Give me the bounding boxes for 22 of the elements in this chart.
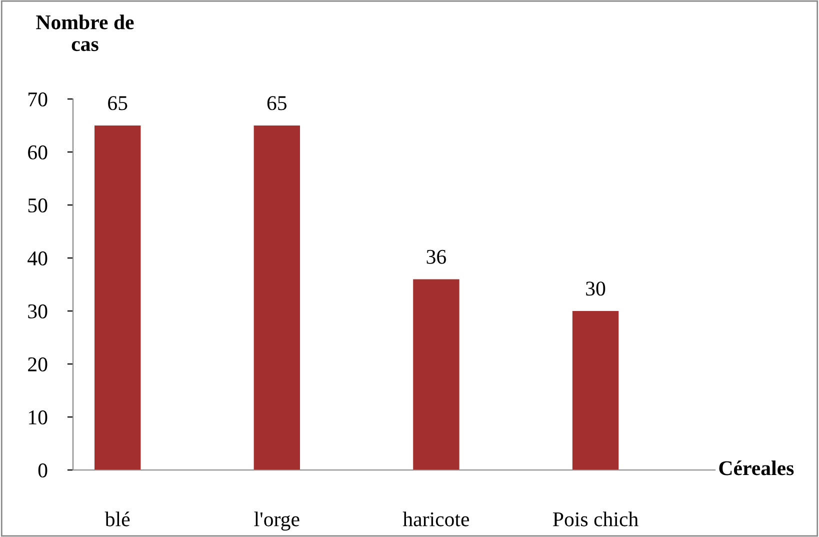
y-tick-label: 20 <box>28 357 48 372</box>
data-label: 36 <box>426 250 446 264</box>
x-tick-label: blé <box>104 512 130 526</box>
bar <box>254 126 300 470</box>
bar <box>572 311 619 470</box>
data-label: 65 <box>108 96 128 110</box>
x-axis-title: Céreales <box>719 460 794 476</box>
y-tick-label: 70 <box>28 92 48 106</box>
x-tick-label: Pois chich <box>553 512 638 526</box>
bar <box>94 126 141 470</box>
data-label: 30 <box>586 282 606 296</box>
y-axis-title: Nombre de cas <box>36 14 134 52</box>
y-tick-label: 10 <box>29 410 48 424</box>
y-tick-label: 50 <box>28 198 48 212</box>
y-tick-label: 60 <box>28 145 48 160</box>
x-tick-label: l'orge <box>254 512 300 531</box>
y-tick-label: 40 <box>28 251 48 266</box>
bar <box>413 279 460 470</box>
data-label: 65 <box>267 96 287 110</box>
y-tick-label: 30 <box>28 304 48 318</box>
y-tick-label: 0 <box>38 463 48 478</box>
x-tick-label: haricote <box>402 512 470 526</box>
